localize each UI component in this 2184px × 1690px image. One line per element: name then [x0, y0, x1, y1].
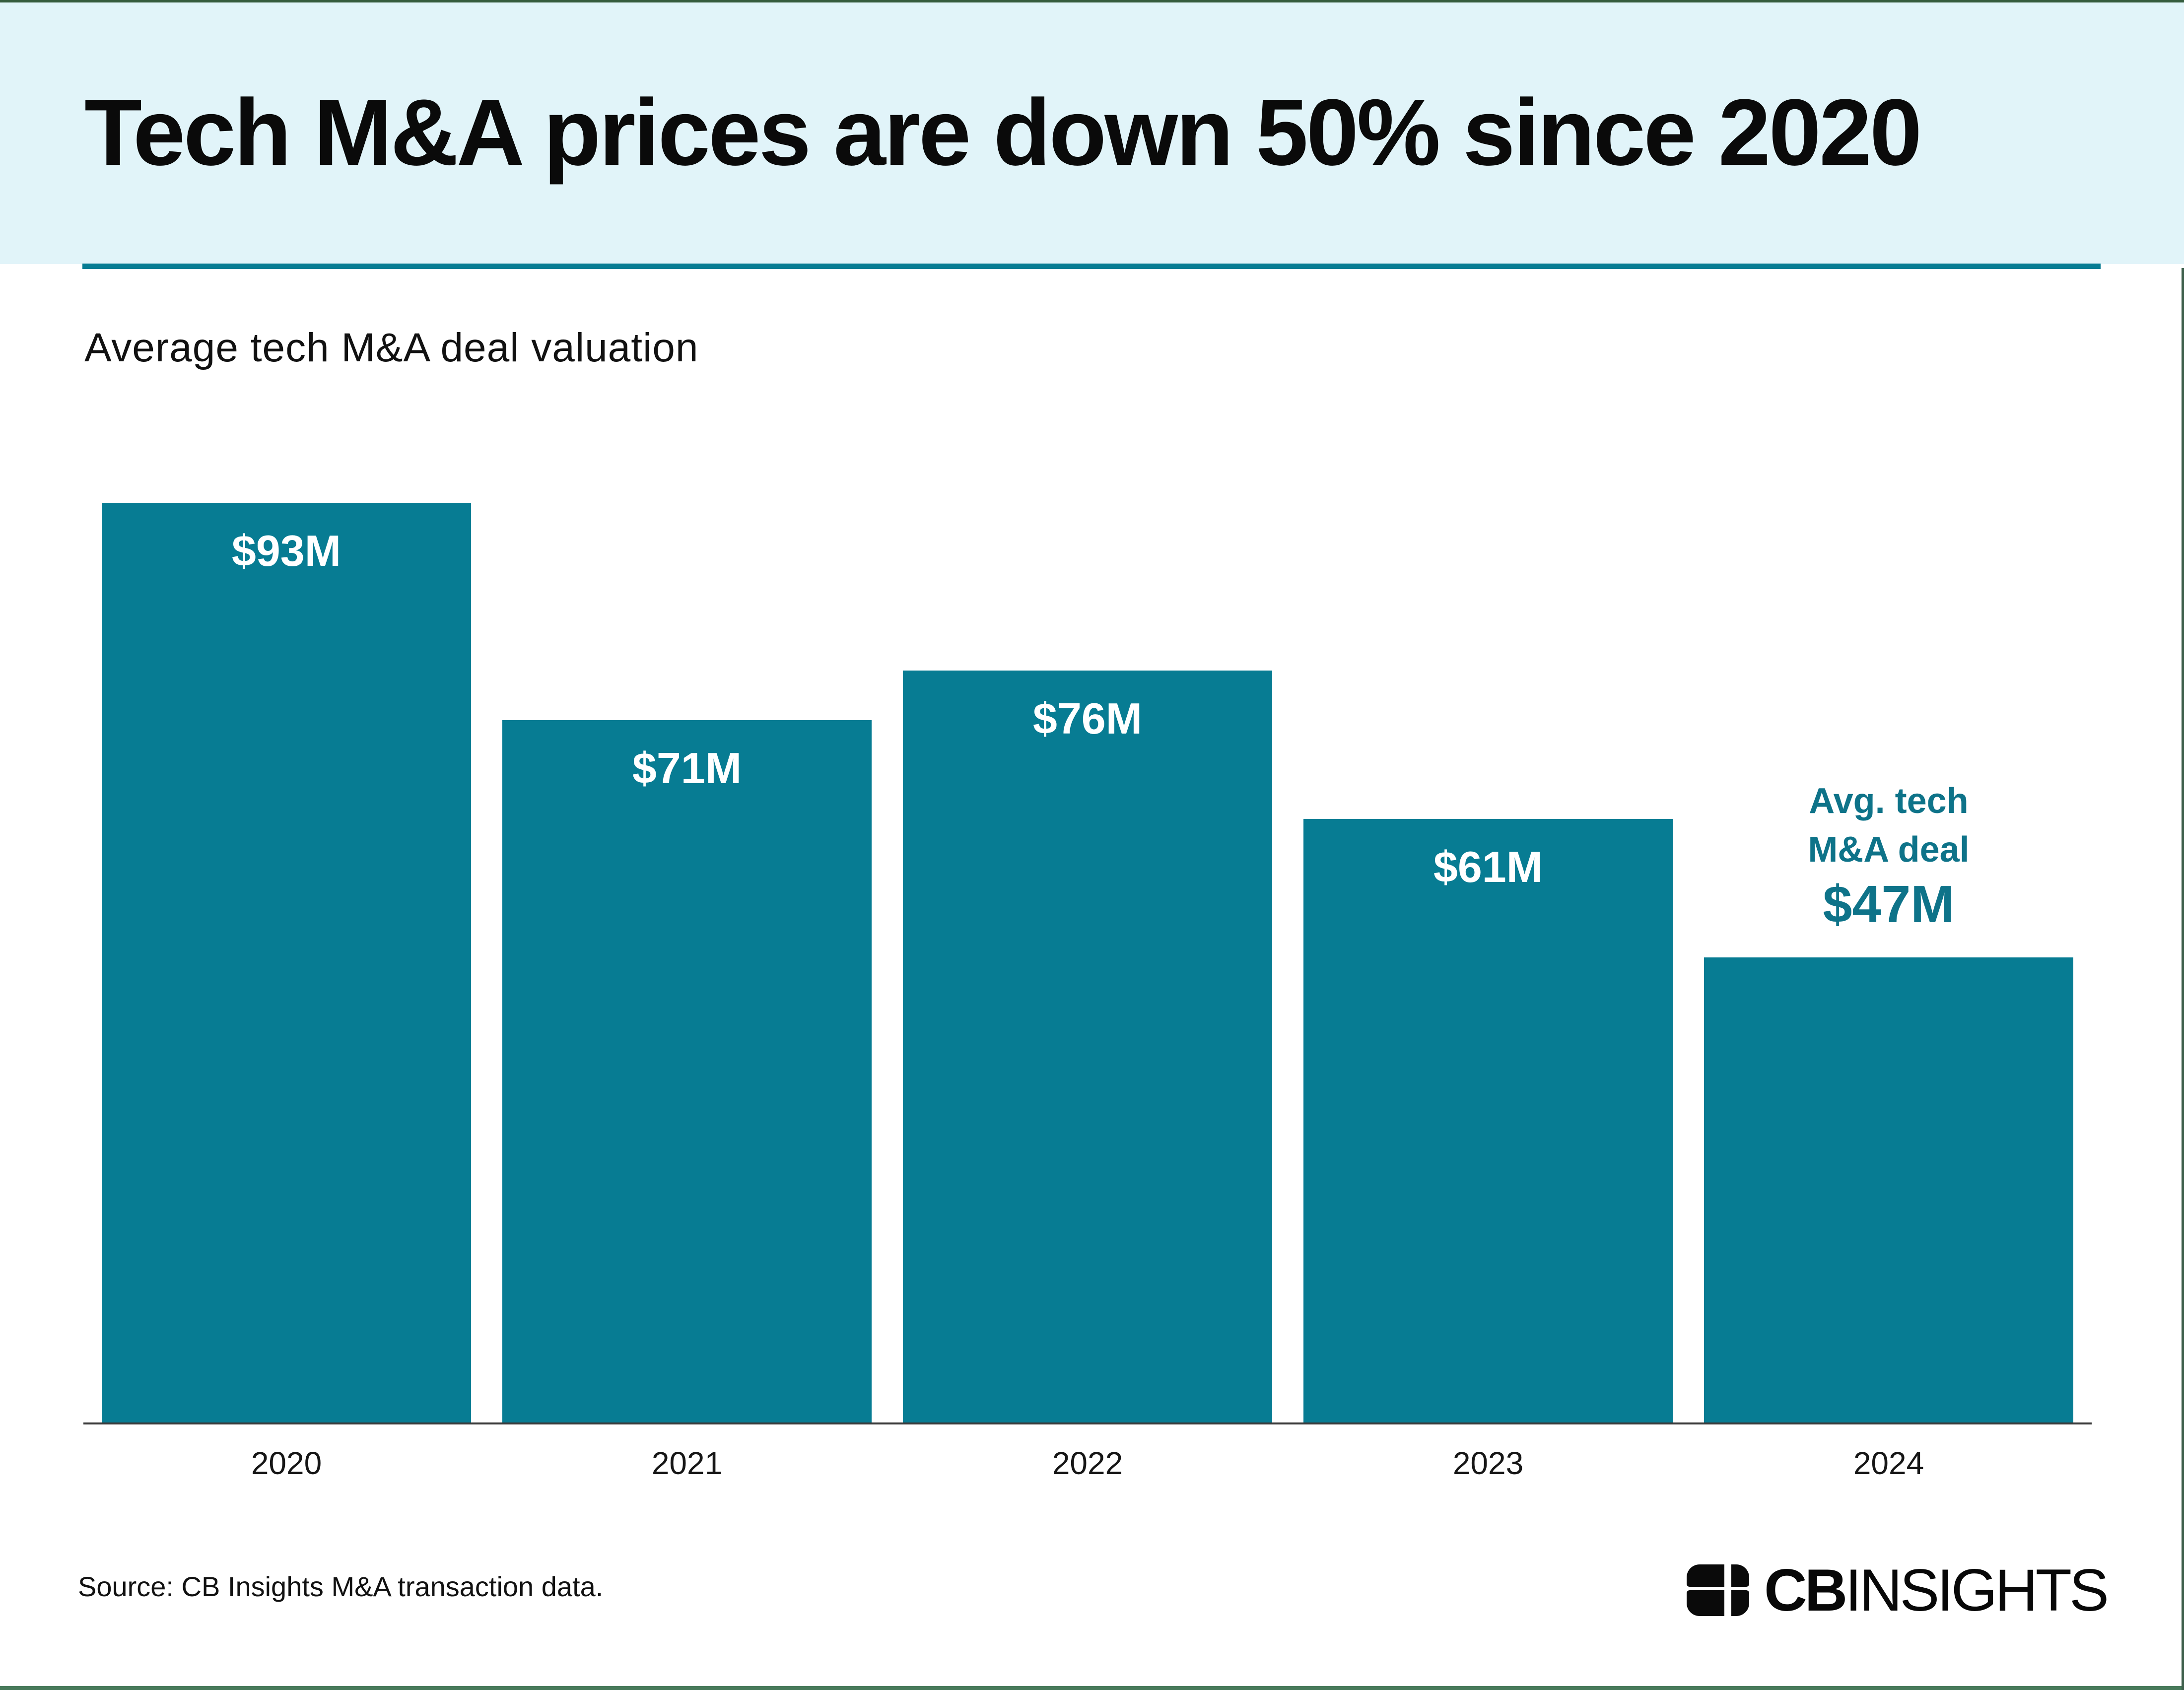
bottom-edge-strip — [0, 1686, 2184, 1690]
x-axis-label-2024: 2024 — [1853, 1445, 1924, 1481]
top-edge-strip — [0, 0, 2184, 2]
source-note: Source: CB Insights M&A transaction data… — [78, 1571, 604, 1602]
bar-value-label-2022: $76M — [1032, 694, 1143, 743]
callout-line-1: Avg. tech — [1809, 781, 1969, 821]
chart-subtitle: Average tech M&A deal valuation — [84, 325, 699, 370]
page-title: Tech M&A prices are down 50% since 2020 — [84, 80, 1922, 185]
x-axis-label-2020: 2020 — [251, 1445, 322, 1481]
x-axis-label-2022: 2022 — [1052, 1445, 1123, 1481]
logo-quadrant-top-left — [1687, 1564, 1724, 1587]
callout-value: $47M — [1823, 875, 1955, 934]
callout-line-2: M&A deal — [1808, 830, 1970, 870]
bar-2022: $76M — [903, 671, 1272, 1422]
logo-text-insights: INSIGHTS — [1845, 1557, 2109, 1623]
logo-text-cb: CB — [1764, 1557, 1847, 1623]
bar-2024 — [1704, 957, 2073, 1422]
bar-2020: $93M — [102, 503, 471, 1422]
header-divider-line — [82, 264, 2101, 269]
callout-2024: Avg. tech M&A deal $47M — [1704, 777, 2073, 935]
bar-value-label-2023: $61M — [1433, 842, 1543, 891]
header-band: Tech M&A prices are down 50% since 2020 — [0, 2, 2184, 264]
bar-2023: $61M — [1303, 819, 1673, 1422]
bar-value-label-2020: $93M — [231, 526, 341, 575]
bar-value-label-2021: $71M — [632, 744, 742, 793]
x-axis-line — [83, 1422, 2092, 1424]
cbinsights-logo-text: CBINSIGHTS — [1764, 1560, 2109, 1620]
x-axis-label-2023: 2023 — [1452, 1445, 1524, 1481]
logo-quadrant-top-right — [1731, 1564, 1749, 1587]
right-edge-strip — [2182, 268, 2184, 1690]
cbinsights-logo-icon — [1687, 1564, 1749, 1616]
cbinsights-logo: CBINSIGHTS — [1687, 1560, 2109, 1620]
bar-2021: $71M — [502, 720, 872, 1422]
x-axis-label-2021: 2021 — [651, 1445, 723, 1481]
logo-quadrant-bottom-left — [1687, 1590, 1724, 1616]
logo-quadrant-bottom-right — [1731, 1590, 1749, 1616]
